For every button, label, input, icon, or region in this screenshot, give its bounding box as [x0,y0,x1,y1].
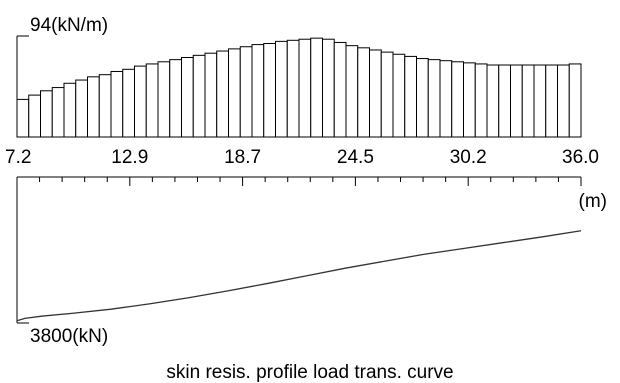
skin-resistance-bar [322,38,335,138]
skin-resistance-bar [345,45,359,138]
skin-resistance-bar [298,38,312,138]
skin-resistance-bar [557,64,570,138]
skin-resistance-bar [521,64,535,138]
skin-resistance-bar [98,74,112,138]
skin-resistance-bar [439,60,453,138]
bottom-chart-ticks [16,177,582,186]
skin-resistance-bar [181,56,194,138]
skin-resistance-bar [404,55,417,138]
x-tick-label: 24.5 [337,147,374,168]
skin-resistance-bar [134,65,147,138]
skin-resistance-bar [204,52,218,138]
skin-resistance-bar [251,44,265,138]
skin-resistance-bar [427,59,441,138]
skin-resistance-bar [157,61,171,138]
x-tick-label: 18.7 [224,147,261,168]
x-tick-label: 30.2 [450,147,487,168]
skin-resistance-bar [357,47,370,138]
skin-resistance-bar [63,82,77,138]
load-transfer-chart: (m) 3800(kN) [16,176,607,347]
skin-resistance-chart: 94(kN/m) 7.2 12.9 18.7 24.5 30.2 36.0 [5,15,599,168]
skin-resistance-bar [463,62,476,138]
skin-resistance-bar [122,68,135,138]
load-transfer-curve [16,230,582,322]
skin-resistance-bar [451,61,464,138]
skin-resistance-bar [263,43,276,138]
skin-resistance-bar [416,58,429,138]
skin-resistance-bar [16,98,30,138]
x-tick-labels: 7.2 12.9 18.7 24.5 30.2 36.0 [5,147,599,168]
skin-resistance-bar [28,94,41,138]
skin-resistance-bar [216,50,229,138]
chart-caption: skin resis. profile load trans. curve [166,362,453,383]
bottom-chart-max-label: 3800(kN) [30,326,108,347]
skin-resistance-bar [286,39,300,138]
skin-resistance-bar [40,90,53,138]
skin-resistance-bar [392,53,406,138]
skin-resistance-bar [486,64,500,138]
x-tick-label: 7.2 [5,147,31,168]
skin-resistance-bar [474,63,488,138]
skin-resistance-bar [75,79,88,138]
skin-resistance-bar [228,48,241,138]
skin-resistance-bar [545,64,558,138]
skin-resistance-bar [333,41,347,138]
skin-resistance-bar [310,37,323,138]
skin-resistance-bar [510,64,523,138]
skin-resistance-bar [87,76,100,138]
skin-resistance-bar [498,64,511,138]
skin-resistance-bar [568,63,582,138]
x-axis-unit-label: (m) [579,191,607,212]
skin-resistance-bar [380,51,394,138]
skin-resistance-bar [239,46,253,138]
x-tick-label: 36.0 [562,147,599,168]
skin-resistance-bar [169,59,182,138]
skin-resistance-bar [110,70,124,138]
skin-resistance-bar [145,63,159,138]
top-chart-max-label: 94(kN/m) [30,15,108,36]
x-tick-label: 12.9 [111,147,148,168]
skin-resistance-bar [51,87,65,138]
skin-resistance-bars [16,37,582,138]
skin-resistance-bar [192,54,206,138]
skin-resistance-bar [369,49,382,138]
skin-resistance-bar [275,40,288,138]
skin-resistance-bar [533,64,547,138]
